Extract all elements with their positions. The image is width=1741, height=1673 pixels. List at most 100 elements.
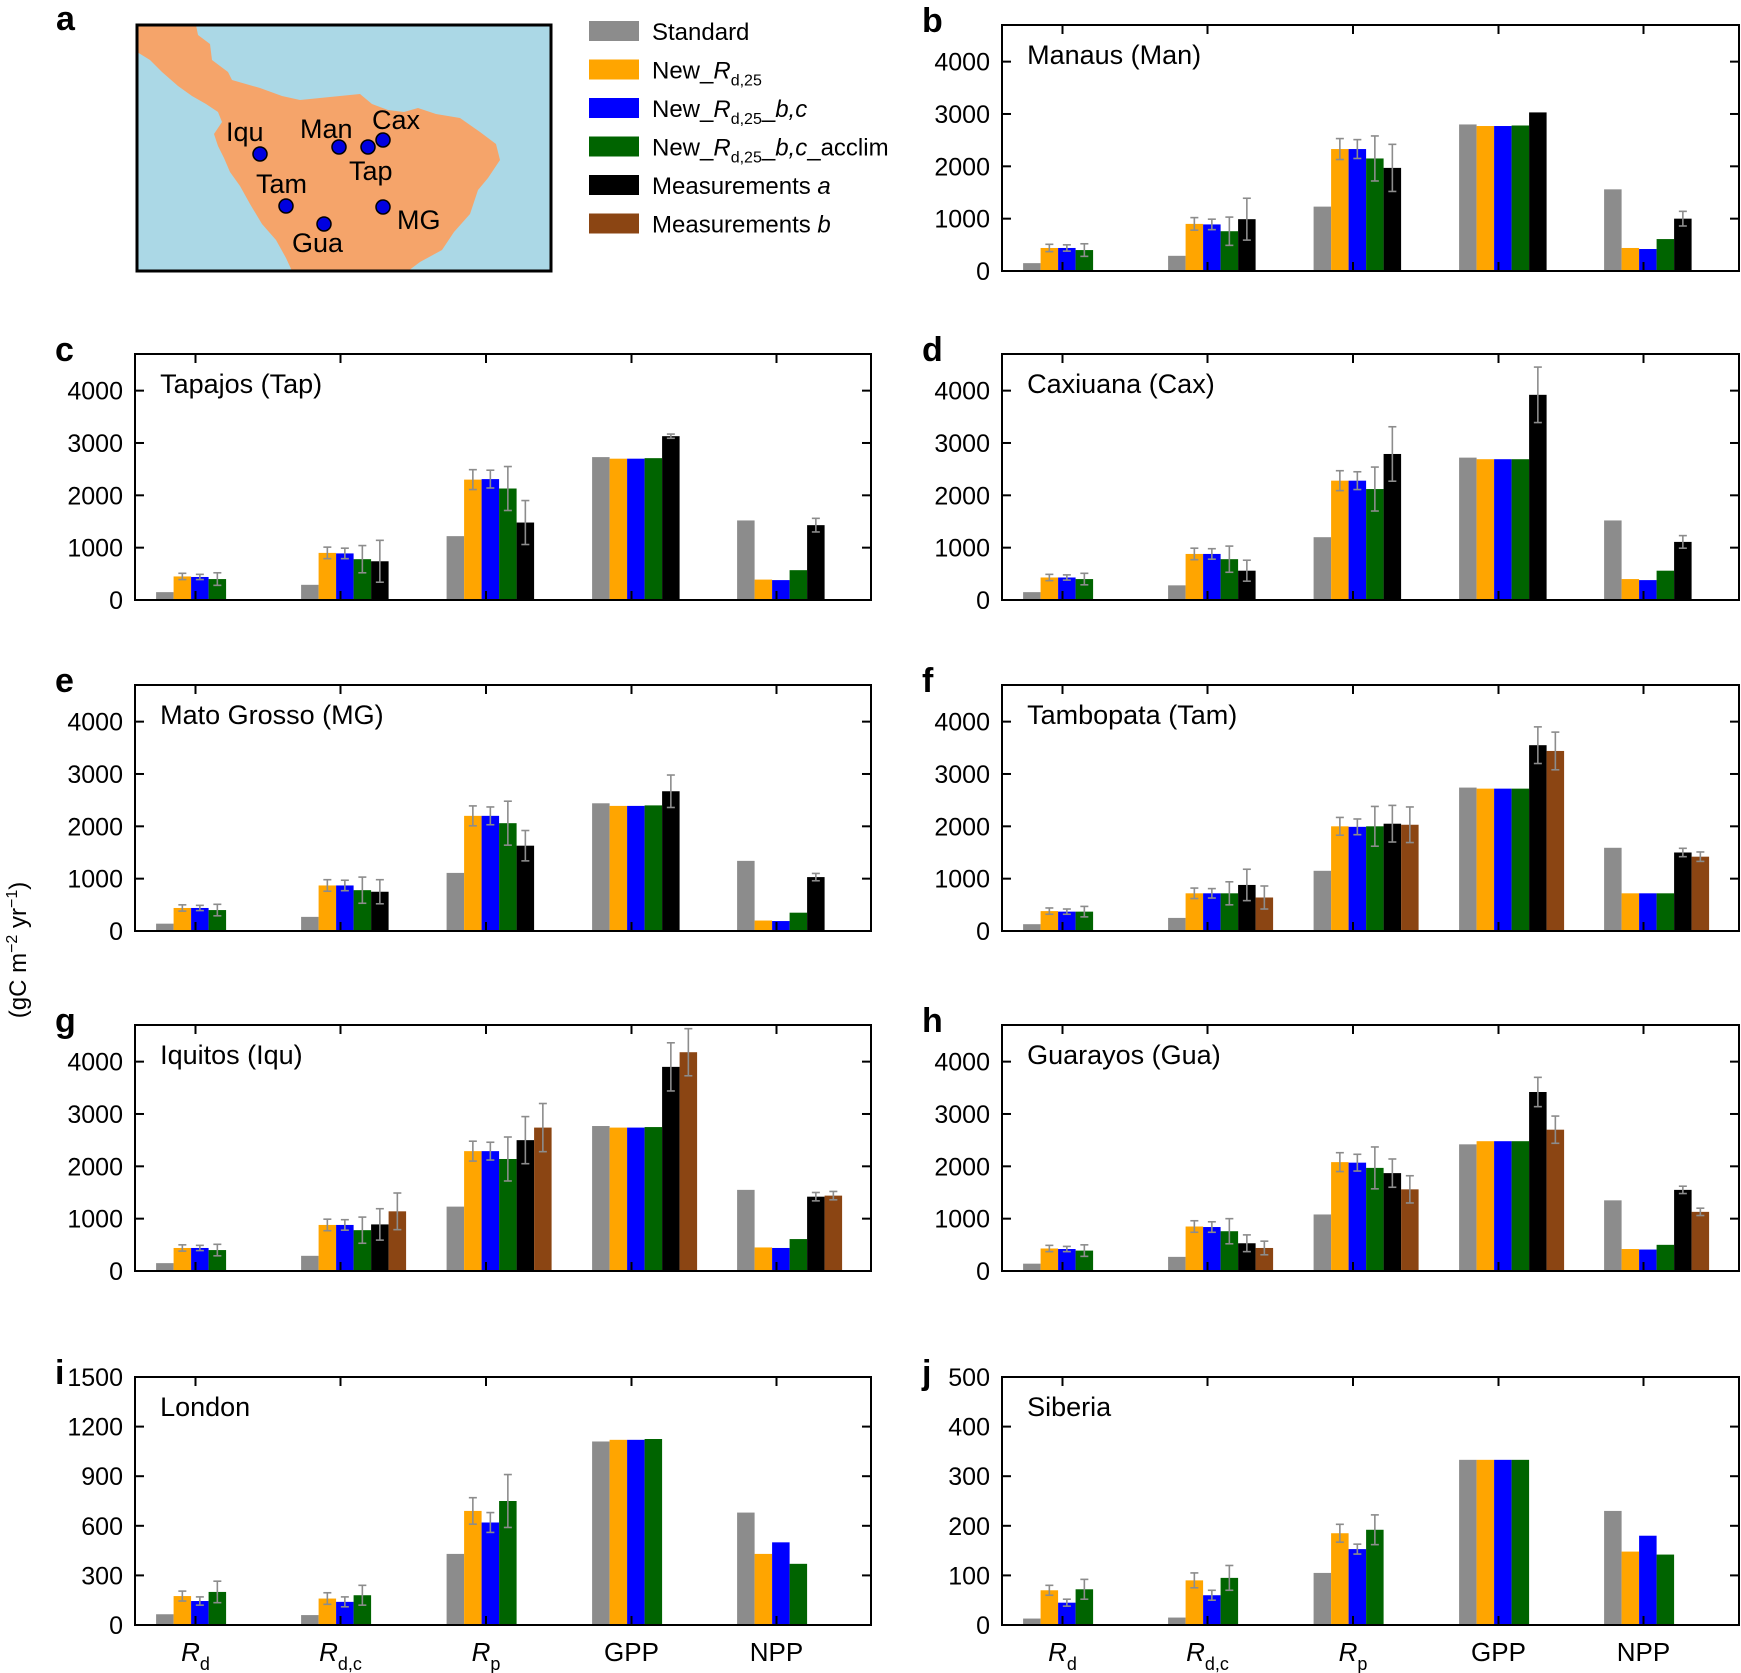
error-bar-h-measurements-a-4	[1678, 1185, 1687, 1195]
y-tick-label-j-200: 200	[948, 1513, 990, 1541]
bar-e-new-rd25-2	[464, 815, 482, 931]
error-bar-j-new-rd25-bc-acclim-2	[1370, 1514, 1379, 1546]
bar-i-new-rd25-bc-acclim-3	[644, 1439, 663, 1625]
panel-j: j 0 100 200 300 400 500 Siberia Rd Rd,c Rp GPP NPP	[921, 1354, 1740, 1673]
error-bar-h-new-rd25-0	[1045, 1244, 1054, 1253]
error-bar-b-new-rd25-bc-acclim-1	[1225, 216, 1234, 247]
error-bar-c-new-rd25-bc-2	[486, 469, 495, 489]
y-tick-label-j-0: 0	[976, 1612, 990, 1640]
bar-i-new-rd25-bc-4	[772, 1542, 790, 1625]
bar-e-new-rd25-1	[318, 885, 337, 931]
error-bar-h-measurements-a-2	[1388, 1158, 1397, 1189]
bar-c-measurements-a-3	[662, 436, 680, 600]
bar-b-new-rd25-1	[1185, 223, 1204, 271]
error-bar-g-new-rd25-1	[323, 1218, 332, 1232]
error-bar-b-new-rd25-bc-2	[1353, 138, 1362, 160]
bar-c-new-rd25-bc-3	[627, 458, 645, 600]
x-category-label-i-2: Rp	[472, 1637, 501, 1673]
site-marker-man	[331, 139, 347, 155]
bar-f-measurements-a-2	[1383, 823, 1402, 931]
panel-label-j: j	[921, 1354, 931, 1392]
error-bar-h-new-rd25-bc-acclim-1	[1225, 1217, 1234, 1245]
error-bar-c-new-rd25-0	[178, 572, 187, 581]
y-tick-label-j-500: 500	[948, 1364, 990, 1392]
bar-h-new-rd25-bc-2	[1348, 1162, 1367, 1271]
error-bar-e-new-rd25-2	[468, 805, 477, 827]
bar-b-standard-0	[1023, 263, 1041, 271]
bar-c-new-rd25-bc-2	[481, 479, 500, 600]
bar-i-new-rd25-2	[464, 1510, 482, 1625]
error-bar-g-measurements-a-4	[811, 1191, 820, 1202]
error-bar-j-new-rd25-2	[1335, 1523, 1344, 1543]
error-bar-d-measurements-a-3	[1533, 366, 1542, 424]
bar-c-standard-4	[737, 520, 755, 600]
bar-b-standard-1	[1168, 255, 1186, 271]
legend-swatch-new-rd25-bc	[589, 98, 639, 118]
bar-b-new-rd25-bc-acclim-1	[1220, 231, 1239, 271]
bar-d-standard-1	[1168, 585, 1186, 600]
bar-j-new-rd25-bc-2	[1348, 1549, 1367, 1625]
plot-frame-i	[134, 1376, 872, 1626]
bar-g-new-rd25-4	[754, 1247, 773, 1271]
error-bar-b-new-rd25-bc-acclim-2	[1370, 135, 1379, 182]
y-tick-label-b-4000: 4000	[934, 49, 990, 77]
plot-frame-h	[1001, 1024, 1740, 1272]
bar-g-standard-2	[446, 1206, 465, 1271]
legend-swatch-measurements-b	[589, 213, 639, 234]
bar-i-new-rd25-bc-3	[627, 1439, 645, 1625]
bar-d-standard-2	[1313, 537, 1332, 600]
y-tick-label-f-2000: 2000	[934, 813, 990, 841]
y-tick-label-h-2000: 2000	[934, 1153, 990, 1181]
bar-g-new-rd25-bc-acclim-1	[353, 1230, 372, 1271]
bar-j-new-rd25-bc-acclim-3	[1511, 1459, 1530, 1625]
error-bar-e-new-rd25-0	[178, 904, 187, 912]
error-bar-f-measurements-b-3	[1551, 731, 1560, 771]
y-tick-label-j-300: 300	[948, 1463, 990, 1491]
bar-c-new-rd25-bc-1	[336, 553, 354, 600]
bar-f-new-rd25-bc-acclim-3	[1511, 788, 1530, 931]
panel-label-b: b	[922, 2, 943, 40]
panel-label-d: d	[922, 331, 943, 369]
bar-j-standard-3	[1459, 1459, 1477, 1625]
error-bar-j-new-rd25-bc-acclim-1	[1225, 1564, 1234, 1592]
error-bar-i-new-rd25-1	[323, 1591, 332, 1606]
error-bar-h-measurements-b-2	[1405, 1174, 1414, 1204]
error-bar-h-new-rd25-bc-1	[1207, 1221, 1216, 1234]
bar-b-new-rd25-bc-acclim-4	[1656, 239, 1675, 271]
map-panel: a Iqu Man Cax Tap Tam Gua MG	[56, 0, 553, 273]
panel-b: b 0 1000 2000 3000 4000 Manaus (Man)	[922, 2, 1740, 286]
bar-f-standard-2	[1313, 870, 1332, 931]
panel-label-c: c	[55, 331, 74, 369]
bar-j-new-rd25-2	[1331, 1533, 1349, 1625]
bar-i-standard-0	[156, 1614, 174, 1625]
plot-frame-e	[134, 684, 872, 932]
panel-f: f 0 1000 2000 3000 4000 Tambopata (Tam)	[922, 662, 1740, 946]
site-label-man: Man	[300, 114, 353, 144]
error-bar-f-new-rd25-bc-acclim-0	[1080, 905, 1089, 918]
error-bar-b-new-rd25-bc-acclim-0	[1080, 242, 1089, 258]
error-bar-f-measurements-b-4	[1696, 851, 1705, 863]
panel-title-j: Siberia	[1027, 1392, 1112, 1422]
y-tick-label-e-2000: 2000	[67, 813, 123, 841]
panel-title-d: Caxiuana (Cax)	[1027, 369, 1215, 399]
legend-label-standard: Standard	[652, 19, 749, 46]
y-tick-label-h-0: 0	[976, 1258, 990, 1286]
bar-f-new-rd25-bc-1	[1203, 893, 1221, 931]
bar-b-new-rd25-bc-3	[1494, 126, 1512, 271]
bar-g-measurements-a-2	[516, 1140, 535, 1271]
error-bar-i-new-rd25-bc-2	[486, 1511, 495, 1534]
bar-h-measurements-a-3	[1529, 1091, 1547, 1271]
panel-title-c: Tapajos (Tap)	[160, 369, 322, 399]
error-bar-h-new-rd25-bc-2	[1353, 1153, 1362, 1172]
error-bar-i-new-rd25-0	[178, 1590, 187, 1602]
panel-title-h: Guarayos (Gua)	[1027, 1040, 1221, 1070]
y-tick-label-i-900: 900	[81, 1463, 123, 1491]
bar-i-standard-4	[737, 1512, 755, 1625]
y-tick-label-g-1000: 1000	[67, 1206, 123, 1234]
error-bar-g-measurements-b-1	[393, 1192, 402, 1231]
bar-g-new-rd25-bc-0	[191, 1247, 209, 1271]
y-tick-label-i-600: 600	[81, 1513, 123, 1541]
bar-c-new-rd25-bc-acclim-0	[208, 579, 227, 600]
error-bar-g-measurements-b-2	[538, 1102, 547, 1153]
bar-i-new-rd25-bc-acclim-2	[499, 1501, 517, 1625]
